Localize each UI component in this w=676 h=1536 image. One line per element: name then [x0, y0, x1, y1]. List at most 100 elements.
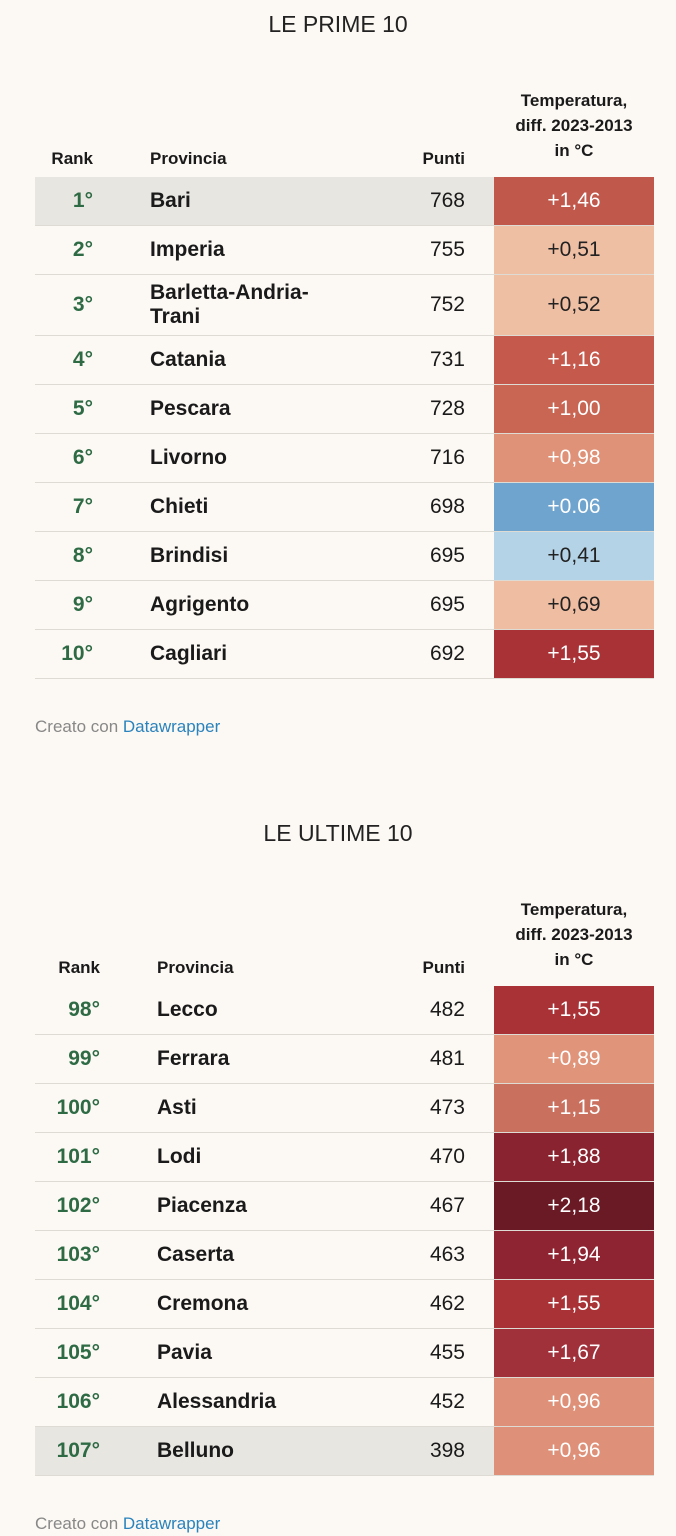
table-block: LE ULTIME 10 Rank Provincia Punti Temperatur…	[0, 809, 676, 1536]
rank-cell: 102°	[56, 1194, 100, 1217]
table-block: LE PRIME 10 Rank Provincia Punti Temperatura…	[0, 0, 676, 739]
temp-cell: +1,00	[494, 385, 654, 433]
temp-cell: +1,55	[494, 1280, 654, 1328]
provincia-cell: Ferrara	[157, 1047, 230, 1070]
temp-cell: +1,88	[494, 1133, 654, 1181]
header-row: Rank Provincia Punti Temperatura, diff. 202…	[35, 897, 654, 986]
temp-cell: +1,16	[494, 336, 654, 384]
punti-cell: 481	[429, 1047, 465, 1070]
footer: Creato con Datawrapper	[35, 715, 676, 739]
header-cell: Temperatura, diff. 2023-2013 in °C	[515, 900, 633, 969]
punti-cell: 463	[429, 1243, 465, 1266]
table-row: 7° Chieti 698 +0.06	[35, 483, 654, 532]
punti-cell: 452	[429, 1390, 465, 1413]
provincia-cell: Belluno	[157, 1439, 234, 1462]
temp-cell: +0,96	[494, 1378, 654, 1426]
punti-cell: 768	[429, 189, 465, 212]
provincia-cell: Imperia	[150, 238, 225, 261]
provincia-cell: Lodi	[157, 1145, 202, 1168]
provincia-cell: Agrigento	[150, 593, 250, 616]
punti-cell: 473	[429, 1096, 465, 1119]
footer-link[interactable]: Datawrapper	[122, 717, 221, 736]
provincia-cell: Cagliari	[150, 642, 228, 665]
rank-cell: 3°	[72, 293, 93, 316]
provincia-cell: Alessandria	[157, 1390, 277, 1413]
rank-cell: 4°	[72, 348, 93, 371]
table-row: 105° Pavia 455 +1,67	[35, 1329, 654, 1378]
temp-cell: +0,41	[494, 532, 654, 580]
table-row: 99° Ferrara 481 +0,89	[35, 1035, 654, 1084]
temp-cell: +1,67	[494, 1329, 654, 1377]
provincia-cell: Brindisi	[150, 544, 229, 567]
provincia-cell: Livorno	[150, 446, 227, 469]
spacer	[0, 48, 676, 88]
temp-cell: +0.06	[494, 483, 654, 531]
table: Rank Provincia Punti Temperatura, diff. 202…	[35, 88, 654, 679]
punti-cell: 695	[429, 544, 465, 567]
temp-cell: +0,89	[494, 1035, 654, 1083]
rank-cell: 105°	[56, 1341, 100, 1364]
header-cell: Temperatura, diff. 2023-2013 in °C	[515, 91, 633, 160]
table-row: 3° Barletta-Andria-Trani 752 +0,52	[35, 275, 654, 336]
provincia-cell: Piacenza	[157, 1194, 247, 1217]
table-row: 103° Caserta 463 +1,94	[35, 1231, 654, 1280]
temp-cell: +0,98	[494, 434, 654, 482]
table-row: 101° Lodi 470 +1,88	[35, 1133, 654, 1182]
punti-cell: 698	[429, 495, 465, 518]
footer-text: Creato con	[35, 717, 119, 736]
rank-cell: 104°	[56, 1292, 100, 1315]
rank-cell: 7°	[72, 495, 93, 518]
provincia-cell: Asti	[157, 1096, 197, 1119]
table-row: 98° Lecco 482 +1,55	[35, 986, 654, 1035]
temp-cell: +1,15	[494, 1084, 654, 1132]
table-row: 104° Cremona 462 +1,55	[35, 1280, 654, 1329]
rank-cell: 100°	[56, 1096, 100, 1119]
punti-cell: 398	[429, 1439, 465, 1462]
temp-cell: +0,69	[494, 581, 654, 629]
table-row: 5° Pescara 728 +1,00	[35, 385, 654, 434]
header-row: Rank Provincia Punti Temperatura, diff. 202…	[35, 88, 654, 177]
rank-cell: 106°	[56, 1390, 100, 1413]
temp-cell: +0,51	[494, 226, 654, 274]
rank-cell: 6°	[72, 446, 93, 469]
temp-cell: +0,96	[494, 1427, 654, 1475]
punti-cell: 467	[429, 1194, 465, 1217]
temp-cell: +2,18	[494, 1182, 654, 1230]
temp-cell: +1,94	[494, 1231, 654, 1279]
header-cell: Punti	[422, 149, 466, 168]
provincia-cell: Caserta	[157, 1243, 235, 1266]
punti-cell: 755	[429, 238, 465, 261]
footer-text: Creato con	[35, 1514, 119, 1533]
punti-cell: 752	[429, 293, 465, 316]
header-cell: Provincia	[150, 149, 227, 168]
table-row: 2° Imperia 755 +0,51	[35, 226, 654, 275]
table-row: 4° Catania 731 +1,16	[35, 336, 654, 385]
punti-cell: 716	[429, 446, 465, 469]
provincia-cell: Lecco	[157, 998, 218, 1021]
rank-cell: 2°	[72, 238, 93, 261]
provincia-cell: Cremona	[157, 1292, 249, 1315]
table: Rank Provincia Punti Temperatura, diff. 202…	[35, 897, 654, 1476]
spacer	[0, 857, 676, 897]
punti-cell: 470	[429, 1145, 465, 1168]
rank-cell: 101°	[56, 1145, 100, 1168]
table-row: 107° Belluno 398 +0,96	[35, 1427, 654, 1476]
punti-cell: 455	[429, 1341, 465, 1364]
punti-cell: 731	[429, 348, 465, 371]
provincia-cell: Chieti	[150, 495, 209, 518]
table-row: 106° Alessandria 452 +0,96	[35, 1378, 654, 1427]
table-row: 1° Bari 768 +1,46	[35, 177, 654, 226]
table-row: 100° Asti 473 +1,15	[35, 1084, 654, 1133]
provincia-cell: Pescara	[150, 397, 231, 420]
punti-cell: 695	[429, 593, 465, 616]
table-row: 9° Agrigento 695 +0,69	[35, 581, 654, 630]
footer-link[interactable]: Datawrapper	[122, 1514, 221, 1533]
rank-cell: 8°	[72, 544, 93, 567]
provincia-cell: Pavia	[157, 1341, 212, 1364]
rank-cell: 10°	[61, 642, 93, 665]
temp-cell: +1,46	[494, 177, 654, 225]
rank-cell: 98°	[68, 998, 100, 1021]
header-cell: Rank	[51, 149, 93, 168]
rank-cell: 107°	[56, 1439, 100, 1462]
punti-cell: 692	[429, 642, 465, 665]
